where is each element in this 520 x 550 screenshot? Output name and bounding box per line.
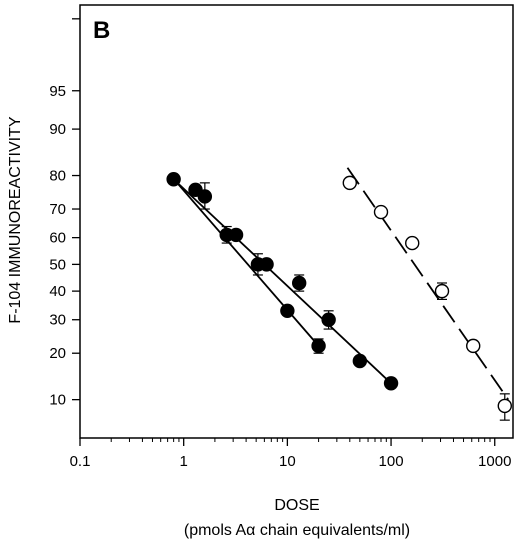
x-tick-label: 100 — [379, 453, 404, 470]
fit-line-solid — [173, 178, 392, 384]
filled-data-point — [228, 227, 244, 243]
plot-frame — [79, 4, 514, 439]
open-data-point — [373, 204, 389, 220]
open-data-point — [466, 338, 481, 354]
y-axis-ticks: 10 20 30 40 50 60 70 80 90 95 — [49, 18, 80, 409]
open-data-point — [405, 235, 420, 251]
panel-label: B — [93, 17, 110, 44]
filled-data-point — [291, 275, 307, 291]
x-axis-title: DOSE — [274, 497, 319, 514]
fit-line-solid — [170, 174, 320, 347]
filled-data-point — [311, 338, 326, 354]
y-tick-label: 40 — [49, 283, 66, 300]
fit-lines — [170, 167, 509, 401]
filled-data-point — [197, 189, 213, 204]
x-axis-ticks: 0.1 1 10 100 1000 — [70, 438, 511, 470]
open-data-point — [342, 175, 357, 191]
data-points — [166, 172, 512, 421]
y-tick-label: 10 — [49, 392, 66, 409]
x-axis-subtitle: (pmols Aα chain equivalents/ml) — [184, 522, 410, 539]
y-tick-label: 70 — [49, 201, 66, 218]
open-data-point — [497, 398, 512, 414]
y-tick-label: 80 — [49, 168, 66, 185]
x-tick-label: 1000 — [478, 453, 511, 470]
y-tick-label: 95 — [49, 83, 66, 100]
fit-line-dashed — [346, 167, 509, 401]
y-tick-label: 20 — [49, 345, 66, 362]
filled-data-point — [280, 303, 295, 319]
y-tick-label: 50 — [49, 256, 66, 273]
x-tick-label: 0.1 — [70, 453, 91, 470]
filled-data-point — [383, 376, 399, 391]
filled-data-point — [259, 257, 274, 272]
x-tick-label: 10 — [279, 453, 296, 470]
y-tick-label: 90 — [49, 121, 66, 138]
x-tick-label: 1 — [180, 453, 188, 470]
filled-data-point — [166, 172, 181, 187]
y-axis-title: F-104 IMMUNOREACTIVITY — [7, 116, 24, 323]
y-tick-label: 60 — [49, 230, 66, 247]
open-data-point — [434, 283, 450, 299]
y-tick-label: 30 — [49, 312, 66, 329]
filled-data-point — [352, 353, 368, 369]
filled-data-point — [321, 312, 336, 327]
